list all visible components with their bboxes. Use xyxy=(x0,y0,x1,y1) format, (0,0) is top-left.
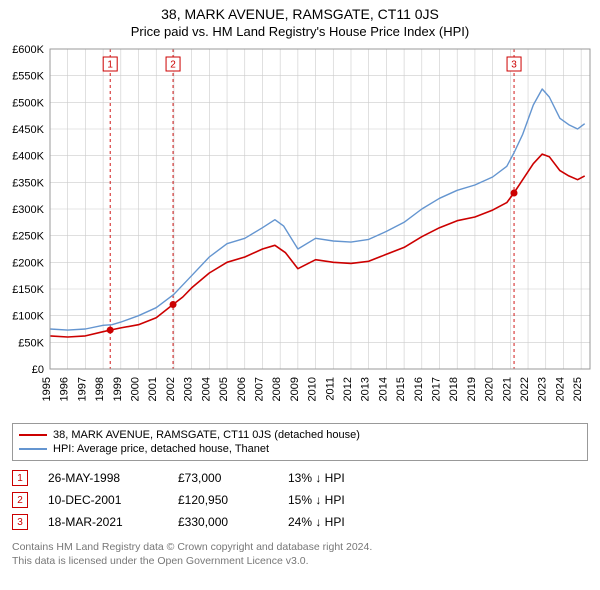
svg-text:1999: 1999 xyxy=(112,377,124,401)
svg-text:£150K: £150K xyxy=(12,284,44,296)
legend-swatch xyxy=(19,434,47,436)
svg-text:£400K: £400K xyxy=(12,151,44,163)
events-table: 1 26-MAY-1998 £73,000 13% ↓ HPI 2 10-DEC-2001… xyxy=(12,467,588,533)
svg-text:£600K: £600K xyxy=(12,44,44,56)
svg-text:2001: 2001 xyxy=(147,377,159,401)
legend-label: 38, MARK AVENUE, RAMSGATE, CT11 0JS (det… xyxy=(53,429,360,441)
svg-text:2003: 2003 xyxy=(183,377,195,401)
svg-text:£0: £0 xyxy=(32,364,44,376)
svg-text:2000: 2000 xyxy=(130,377,142,401)
svg-text:1997: 1997 xyxy=(76,377,88,401)
legend: 38, MARK AVENUE, RAMSGATE, CT11 0JS (det… xyxy=(12,423,588,461)
svg-text:1: 1 xyxy=(107,60,113,71)
svg-text:2007: 2007 xyxy=(253,377,265,401)
legend-label: HPI: Average price, detached house, Than… xyxy=(53,443,269,455)
event-date: 18-MAR-2021 xyxy=(48,515,158,529)
svg-text:2019: 2019 xyxy=(466,377,478,401)
chart-svg: £0 £50K £100K £150K £200K £250K £300K £350K £400… xyxy=(0,39,600,419)
svg-text:2005: 2005 xyxy=(218,377,230,401)
event-price: £73,000 xyxy=(178,471,268,485)
chart-container: { "title": "38, MARK AVENUE, RAMSGATE, C… xyxy=(0,0,600,568)
event-row: 1 26-MAY-1998 £73,000 13% ↓ HPI xyxy=(12,467,588,489)
svg-text:£200K: £200K xyxy=(12,257,44,269)
event-marker-box: 3 xyxy=(12,514,28,530)
svg-text:2004: 2004 xyxy=(200,377,212,401)
svg-text:2013: 2013 xyxy=(360,377,372,401)
svg-text:£50K: £50K xyxy=(18,337,44,349)
svg-text:2018: 2018 xyxy=(448,377,460,401)
event-price: £330,000 xyxy=(178,515,268,529)
svg-text:2012: 2012 xyxy=(342,377,354,401)
event-price: £120,950 xyxy=(178,493,268,507)
svg-text:2009: 2009 xyxy=(289,377,301,401)
chart-plot-area: £0 £50K £100K £150K £200K £250K £300K £350K £400… xyxy=(0,39,600,419)
event-date: 26-MAY-1998 xyxy=(48,471,158,485)
chart-subtitle: Price paid vs. HM Land Registry's House … xyxy=(0,24,600,39)
event-delta: 24% ↓ HPI xyxy=(288,515,388,529)
svg-text:2: 2 xyxy=(170,60,176,71)
svg-text:2002: 2002 xyxy=(165,377,177,401)
event-delta: 15% ↓ HPI xyxy=(288,493,388,507)
event-date: 10-DEC-2001 xyxy=(48,493,158,507)
legend-item: HPI: Average price, detached house, Than… xyxy=(19,442,581,456)
svg-text:2016: 2016 xyxy=(413,377,425,401)
svg-text:2008: 2008 xyxy=(271,377,283,401)
svg-text:£250K: £250K xyxy=(12,231,44,243)
footer-attribution: Contains HM Land Registry data © Crown c… xyxy=(12,541,588,568)
svg-text:1998: 1998 xyxy=(94,377,106,401)
svg-text:2023: 2023 xyxy=(537,377,549,401)
svg-text:£100K: £100K xyxy=(12,311,44,323)
svg-text:2024: 2024 xyxy=(554,377,566,401)
event-marker-box: 2 xyxy=(12,492,28,508)
svg-text:2021: 2021 xyxy=(501,377,513,401)
svg-text:1996: 1996 xyxy=(59,377,71,401)
event-delta: 13% ↓ HPI xyxy=(288,471,388,485)
svg-text:£500K: £500K xyxy=(12,97,44,109)
legend-swatch xyxy=(19,448,47,450)
svg-text:£300K: £300K xyxy=(12,204,44,216)
svg-text:£350K: £350K xyxy=(12,177,44,189)
chart-titles: 38, MARK AVENUE, RAMSGATE, CT11 0JS Pric… xyxy=(0,0,600,39)
svg-text:1995: 1995 xyxy=(41,377,53,401)
svg-text:£550K: £550K xyxy=(12,71,44,83)
svg-text:2022: 2022 xyxy=(519,377,531,401)
svg-text:2025: 2025 xyxy=(572,377,584,401)
legend-item: 38, MARK AVENUE, RAMSGATE, CT11 0JS (det… xyxy=(19,428,581,442)
event-row: 2 10-DEC-2001 £120,950 15% ↓ HPI xyxy=(12,489,588,511)
svg-text:2017: 2017 xyxy=(431,377,443,401)
svg-text:£450K: £450K xyxy=(12,124,44,136)
svg-text:2015: 2015 xyxy=(395,377,407,401)
svg-text:2006: 2006 xyxy=(236,377,248,401)
svg-text:2020: 2020 xyxy=(484,377,496,401)
svg-text:2014: 2014 xyxy=(377,377,389,401)
chart-title: 38, MARK AVENUE, RAMSGATE, CT11 0JS xyxy=(0,6,600,22)
footer-line-1: Contains HM Land Registry data © Crown c… xyxy=(12,541,588,555)
event-marker-box: 1 xyxy=(12,470,28,486)
svg-text:3: 3 xyxy=(511,60,517,71)
footer-line-2: This data is licensed under the Open Gov… xyxy=(12,555,588,569)
svg-text:2011: 2011 xyxy=(324,377,336,401)
svg-text:2010: 2010 xyxy=(307,377,319,401)
event-row: 3 18-MAR-2021 £330,000 24% ↓ HPI xyxy=(12,511,588,533)
